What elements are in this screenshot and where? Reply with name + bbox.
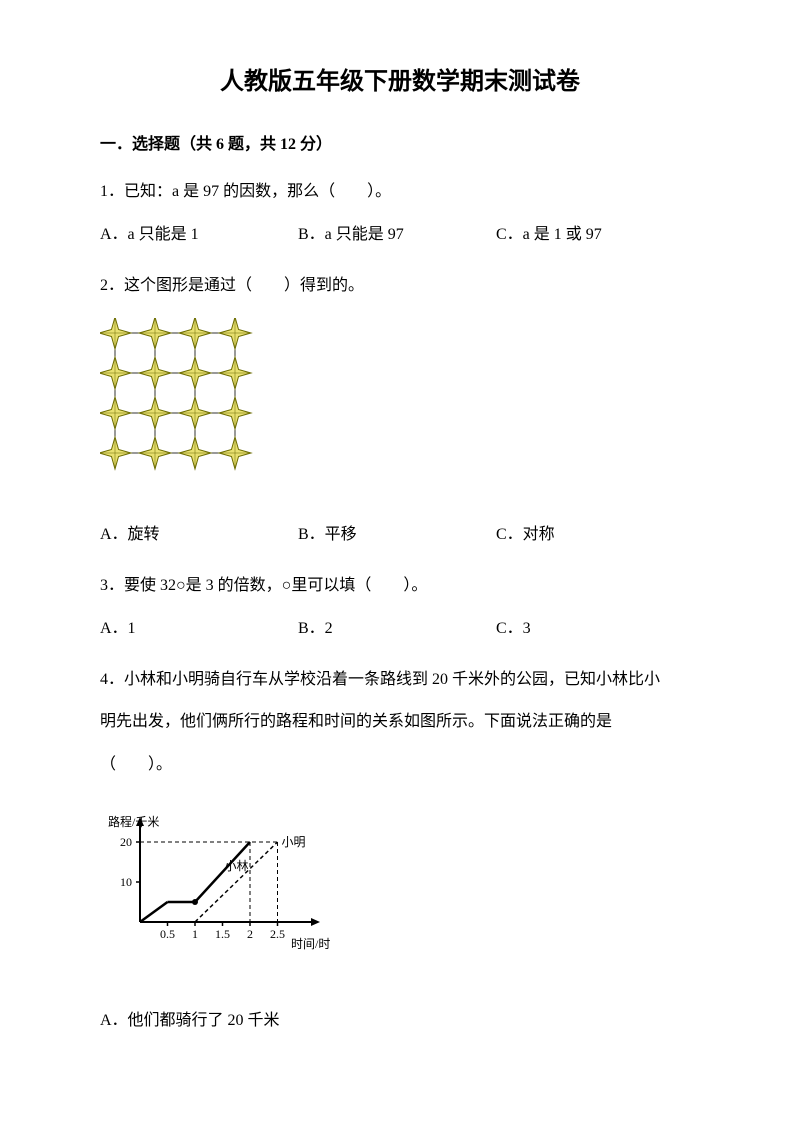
q3-optB: B．2 [298, 615, 496, 644]
svg-text:小明: 小明 [282, 835, 306, 849]
question-1: 1．已知：a 是 97 的因数，那么（ ）。 A．a 只能是 1 B．a 只能是… [100, 178, 700, 250]
q2-options: A．旋转 B．平移 C．对称 [100, 521, 700, 550]
q3-optC: C．3 [496, 615, 694, 644]
line-chart-svg: 路程/千米时间/时 10 20 0.5 1 1.5 2 2.5 小林 小明 [100, 812, 330, 952]
svg-text:时间/时: 时间/时 [291, 937, 330, 951]
question-2: 2．这个图形是通过（ ）得到的。 A．旋转 B．平移 C．对称 [100, 272, 700, 550]
q4-optA: A．他们都骑行了 20 千米 [100, 1007, 700, 1036]
q4-text-line2: 明先出发，他们俩所行的路程和时间的关系如图所示。下面说法正确的是 [100, 708, 700, 737]
q1-optB: B．a 只能是 97 [298, 221, 496, 250]
svg-text:0.5: 0.5 [160, 927, 175, 941]
svg-text:20: 20 [120, 835, 132, 849]
q4-text-line1: 4．小林和小明骑自行车从学校沿着一条路线到 20 千米外的公园，已知小林比小 [100, 666, 700, 695]
q1-text: 1．已知：a 是 97 的因数，那么（ ）。 [100, 178, 700, 207]
q3-options: A．1 B．2 C．3 [100, 615, 700, 644]
svg-text:2: 2 [247, 927, 253, 941]
svg-text:1: 1 [192, 927, 198, 941]
svg-text:2.5: 2.5 [270, 927, 285, 941]
star-pattern-svg [100, 318, 270, 488]
q2-optC: C．对称 [496, 521, 694, 550]
svg-text:10: 10 [120, 875, 132, 889]
svg-text:1.5: 1.5 [215, 927, 230, 941]
q4-figure: 路程/千米时间/时 10 20 0.5 1 1.5 2 2.5 小林 小明 [100, 798, 700, 985]
q1-options: A．a 只能是 1 B．a 只能是 97 C．a 是 1 或 97 [100, 221, 700, 250]
q4-text-line3: （ ）。 [100, 751, 700, 780]
q2-figure [100, 318, 700, 499]
q3-optA: A．1 [100, 615, 298, 644]
svg-text:路程/千米: 路程/千米 [108, 814, 159, 829]
q2-optB: B．平移 [298, 521, 496, 550]
page-title: 人教版五年级下册数学期末测试卷 [100, 60, 700, 103]
q1-optC: C．a 是 1 或 97 [496, 221, 694, 250]
question-3: 3．要使 32○是 3 的倍数，○里可以填（ ）。 A．1 B．2 C．3 [100, 572, 700, 644]
q1-optA: A．a 只能是 1 [100, 221, 298, 250]
section-header: 一．选择题（共 6 题，共 12 分） [100, 131, 700, 160]
q3-text: 3．要使 32○是 3 的倍数，○里可以填（ ）。 [100, 572, 700, 601]
svg-text:小林: 小林 [225, 859, 249, 873]
question-4: 4．小林和小明骑自行车从学校沿着一条路线到 20 千米外的公园，已知小林比小 明… [100, 666, 700, 1036]
q2-optA: A．旋转 [100, 521, 298, 550]
q2-text: 2．这个图形是通过（ ）得到的。 [100, 272, 700, 301]
